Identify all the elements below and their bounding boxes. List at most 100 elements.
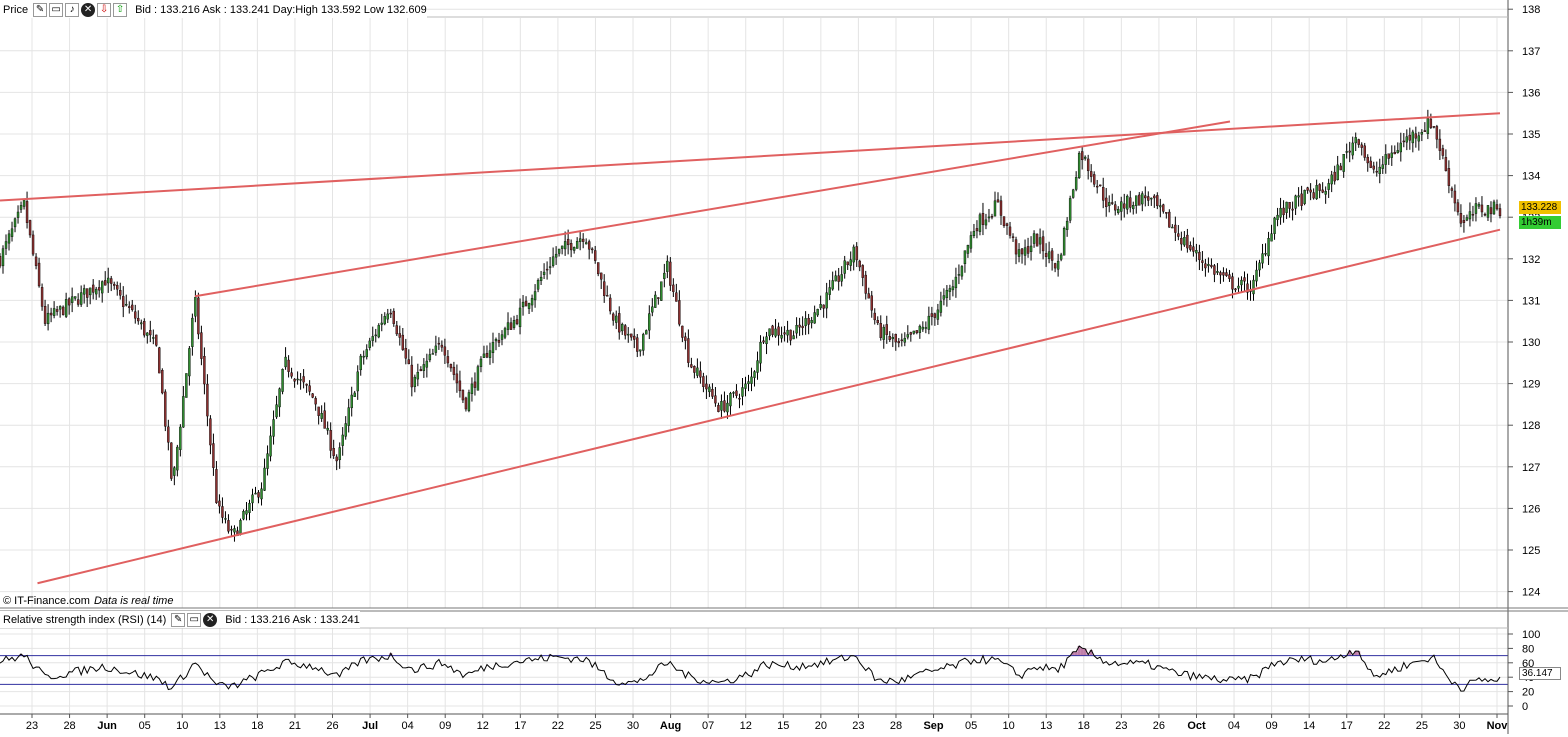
price-y-tick-label: 135 (1522, 129, 1540, 141)
candle-body (1153, 196, 1155, 198)
candle-body (321, 413, 323, 418)
candle-body (699, 371, 701, 377)
candle-body (41, 287, 43, 306)
candle-body (381, 323, 383, 325)
candle-body (747, 382, 749, 384)
credit-source[interactable]: © IT-Finance.com (3, 595, 90, 607)
candle-body (1307, 188, 1309, 191)
candle-body (1412, 132, 1414, 143)
red-alert-icon[interactable]: ⇩ (97, 3, 111, 17)
rsi-y-tick-label: 20 (1522, 687, 1534, 699)
candle-body (68, 299, 70, 305)
candle-body (1484, 214, 1486, 215)
candle-body (793, 336, 795, 339)
window-icon[interactable]: ▭ (187, 613, 201, 627)
candle-body (62, 307, 64, 315)
candle-body (209, 419, 211, 445)
candle-body (1304, 190, 1306, 204)
candle-body (705, 384, 707, 389)
candle-body (982, 213, 984, 224)
candle-body (357, 372, 359, 391)
candle-body (1430, 119, 1432, 128)
candle-body (1102, 187, 1104, 200)
candle-body (1204, 264, 1206, 268)
wrench-icon[interactable]: ✎ (171, 613, 185, 627)
candle-body (447, 356, 449, 363)
candle-body (603, 282, 605, 296)
candle-body (408, 360, 410, 364)
candle-body (1310, 190, 1312, 192)
candle-body (248, 503, 250, 513)
candle-body (1301, 194, 1303, 206)
candle-body (1132, 205, 1134, 209)
candle-body (405, 348, 407, 358)
candle-body (291, 373, 293, 376)
candle-body (528, 303, 530, 308)
candle-body (74, 296, 76, 298)
candle-body (1039, 238, 1041, 245)
candle-body (1021, 249, 1023, 254)
candle-body (282, 369, 284, 391)
green-alert-icon[interactable]: ⇧ (113, 3, 127, 17)
bell-icon[interactable]: ♪ (65, 3, 79, 17)
candle-body (1292, 209, 1294, 210)
candle-body (300, 379, 302, 380)
candle-body (817, 309, 819, 315)
candle-body (1373, 166, 1375, 169)
candle-body (393, 311, 395, 324)
candle-body (459, 381, 461, 391)
candle-body (1475, 204, 1477, 214)
candle-body (11, 229, 13, 237)
price-y-tick-label: 127 (1522, 462, 1540, 474)
x-tick-label: 10 (176, 720, 188, 732)
candle-body (396, 326, 398, 334)
candle-body (1265, 253, 1267, 254)
candle-body (348, 408, 350, 426)
candle-body (146, 333, 148, 336)
candle-body (609, 298, 611, 311)
candle-body (50, 313, 52, 315)
candle-body (1111, 203, 1113, 204)
candle-body (723, 401, 725, 412)
candle-body (1114, 205, 1116, 210)
candle-body (288, 360, 290, 372)
candle-body (775, 329, 777, 336)
candle-body (1415, 134, 1417, 139)
close-icon[interactable]: ✕ (203, 613, 217, 627)
candle-body (943, 296, 945, 300)
candle-body (203, 356, 205, 384)
candle-body (862, 265, 864, 277)
candle-body (59, 306, 61, 309)
candle-body (1364, 146, 1366, 158)
candle-body (633, 336, 635, 339)
wrench-icon[interactable]: ✎ (33, 3, 47, 17)
candle-body (354, 393, 356, 397)
close-icon[interactable]: ✕ (81, 3, 95, 17)
candle-body (1018, 250, 1020, 257)
candle-body (1159, 206, 1161, 207)
candle-body (1289, 202, 1291, 208)
candle-body (841, 274, 843, 281)
candle-body (1406, 137, 1408, 142)
candle-body (1084, 157, 1086, 158)
candle-body (1334, 172, 1336, 181)
candle-body (1448, 168, 1450, 185)
candle-body (1042, 237, 1044, 251)
candle-body (1361, 145, 1363, 148)
candle-body (29, 220, 31, 235)
candle-body (516, 319, 518, 323)
candle-body (438, 343, 440, 344)
candle-body (1054, 263, 1056, 268)
candle-body (1174, 225, 1176, 233)
candle-body (1388, 154, 1390, 159)
candle-body (627, 334, 629, 335)
candle-body (997, 200, 999, 203)
price-panel-header: Price ✎ ▭ ♪ ✕ ⇩ ⇧ Bid : 133.216 Ask : 13… (0, 1, 427, 18)
candle-body (1328, 183, 1330, 189)
candle-body (1117, 209, 1119, 213)
window-icon[interactable]: ▭ (49, 3, 63, 17)
candle-body (871, 296, 873, 311)
candle-body (1259, 263, 1261, 270)
x-tick-label: 09 (439, 720, 451, 732)
